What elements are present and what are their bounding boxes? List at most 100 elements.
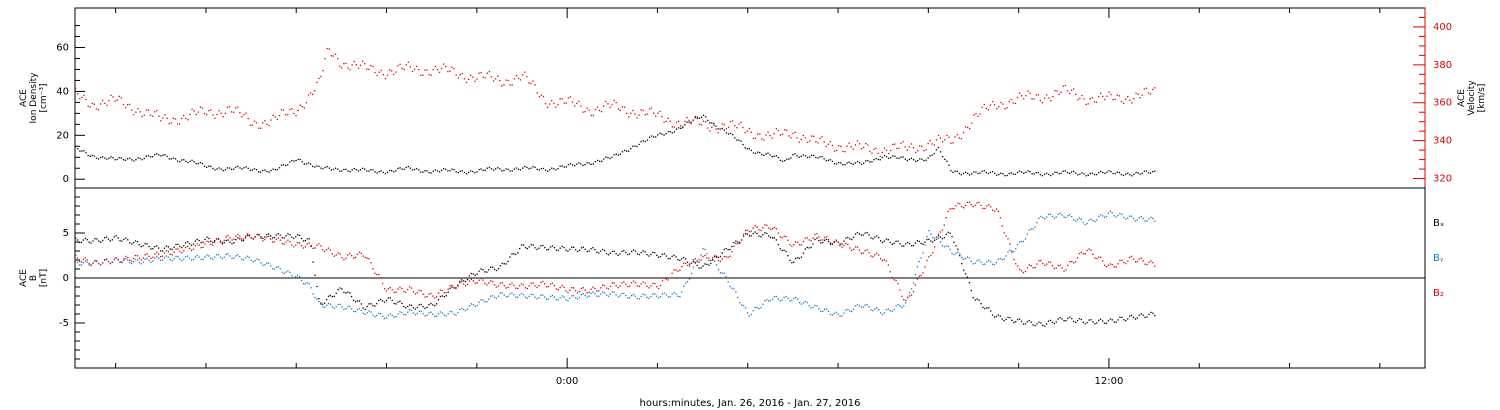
bx-series-point bbox=[443, 296, 445, 298]
bz-series-point bbox=[710, 259, 712, 262]
bz-series-point bbox=[142, 257, 144, 259]
density-series-point bbox=[912, 159, 915, 161]
by-series-point bbox=[507, 295, 509, 297]
bz-series-point bbox=[586, 292, 588, 294]
bz-series-point bbox=[1094, 257, 1096, 259]
density-series-point bbox=[187, 161, 189, 164]
density-series-point bbox=[235, 166, 237, 168]
density-series-point bbox=[411, 169, 414, 171]
density-series-point bbox=[270, 169, 272, 172]
bottom-tick-label: -5 bbox=[59, 318, 69, 329]
bz-series-point bbox=[993, 210, 996, 212]
bx-series-point bbox=[737, 241, 739, 243]
bx-series-point bbox=[1136, 317, 1138, 319]
bx-series-point bbox=[241, 240, 243, 242]
bz-series-point bbox=[158, 253, 160, 255]
by-series-point bbox=[264, 264, 266, 266]
by-series-point bbox=[244, 257, 247, 259]
bz-series-point bbox=[1059, 264, 1061, 266]
bx-series-point bbox=[777, 243, 779, 246]
bz-series-point bbox=[768, 227, 770, 229]
bz-series-point bbox=[270, 238, 272, 240]
bz-series-point bbox=[420, 290, 422, 292]
bx-series-point bbox=[156, 245, 158, 247]
velocity-series-point bbox=[971, 122, 973, 124]
bx-series-point bbox=[742, 235, 745, 237]
by-series-point bbox=[1127, 217, 1129, 219]
by-series-point bbox=[760, 307, 762, 309]
velocity-series-point bbox=[492, 80, 495, 82]
by-series-point bbox=[858, 305, 860, 307]
bx-series-point bbox=[293, 237, 295, 240]
density-series-point bbox=[682, 127, 684, 129]
bz-series-point bbox=[974, 204, 976, 206]
bx-series-point bbox=[198, 239, 200, 242]
bz-series-point bbox=[1007, 238, 1009, 240]
bx-series-point bbox=[339, 287, 341, 289]
by-series-point bbox=[239, 255, 241, 258]
density-series-point bbox=[603, 158, 605, 160]
bz-series-point bbox=[546, 286, 548, 288]
bx-series-point bbox=[161, 250, 164, 252]
velocity-series-point bbox=[322, 70, 324, 72]
velocity-series-point bbox=[1081, 94, 1083, 97]
bz-series-point bbox=[596, 290, 598, 292]
velocity-series-point bbox=[648, 108, 651, 110]
bz-series-point bbox=[314, 247, 316, 249]
density-series-point bbox=[451, 168, 453, 170]
bx-series-point bbox=[349, 292, 351, 294]
density-series-point bbox=[220, 168, 222, 170]
velocity-series-point bbox=[116, 99, 118, 101]
by-series-point bbox=[380, 313, 382, 315]
by-series-point bbox=[905, 302, 907, 304]
velocity-series-point bbox=[806, 141, 809, 144]
velocity-series-point bbox=[337, 58, 339, 60]
by-series-point bbox=[441, 312, 444, 314]
velocity-series-point bbox=[174, 118, 177, 120]
bz-series-point bbox=[258, 234, 260, 236]
velocity-series-point bbox=[343, 63, 345, 65]
velocity-series-point bbox=[282, 109, 285, 111]
density-series-point bbox=[1060, 172, 1062, 174]
density-series-point bbox=[788, 158, 790, 160]
bx-series-point bbox=[773, 237, 776, 239]
velocity-series-point bbox=[609, 106, 611, 109]
by-series-point bbox=[364, 313, 366, 315]
bx-series-point bbox=[953, 241, 955, 244]
bz-series-point bbox=[528, 285, 530, 287]
velocity-series-point bbox=[507, 79, 509, 82]
bx-series-point bbox=[646, 254, 648, 256]
density-series-point bbox=[896, 157, 898, 159]
by-series-point bbox=[768, 300, 770, 302]
density-series-point bbox=[91, 154, 93, 157]
by-series-point bbox=[750, 313, 752, 316]
bx-series-point bbox=[607, 254, 610, 256]
density-series-point bbox=[800, 155, 802, 157]
bz-series-point bbox=[472, 280, 474, 282]
density-series-point bbox=[777, 156, 780, 159]
by-series-point bbox=[131, 262, 133, 265]
bx-series-point bbox=[430, 302, 432, 305]
velocity-series-point bbox=[212, 114, 214, 116]
density-series-point bbox=[935, 149, 938, 151]
velocity-series-point bbox=[856, 140, 859, 142]
velocity-series-point bbox=[906, 149, 908, 151]
bx-series-point bbox=[324, 302, 326, 304]
bx-series-point bbox=[519, 247, 521, 250]
density-series-point bbox=[372, 169, 374, 171]
by-series-point bbox=[939, 241, 942, 243]
bx-series-point bbox=[530, 244, 532, 246]
bz-series-point bbox=[464, 285, 467, 287]
velocity-series-point bbox=[996, 108, 998, 110]
by-series-point bbox=[414, 314, 417, 316]
density-series-point bbox=[420, 171, 422, 173]
bz-series-point bbox=[887, 264, 889, 266]
velocity-series-point bbox=[902, 141, 904, 143]
velocity-series-point bbox=[642, 109, 644, 112]
bz-series-point bbox=[754, 225, 756, 227]
by-series-point bbox=[733, 288, 735, 290]
velocity-series-point bbox=[994, 104, 996, 106]
by-series-point bbox=[1140, 216, 1142, 218]
density-series-point bbox=[89, 155, 91, 157]
density-series-point bbox=[218, 167, 220, 169]
